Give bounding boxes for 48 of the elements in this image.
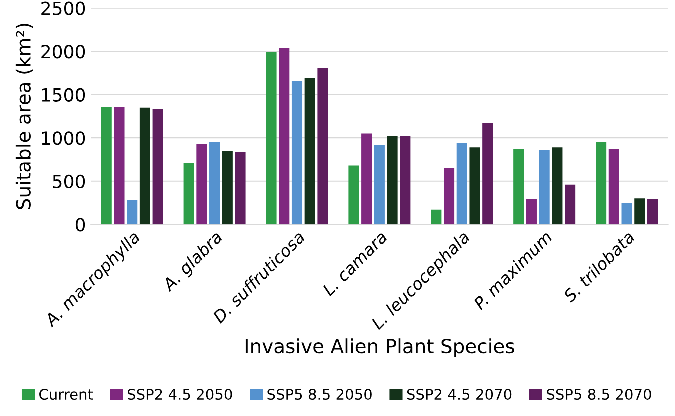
bar	[184, 163, 194, 225]
legend-label: SSP2 4.5 2050	[128, 389, 232, 400]
bar	[196, 144, 208, 225]
y-tick-label: 1500	[42, 88, 86, 102]
bar	[444, 168, 455, 225]
y-axis-title: Suitable area (km²)	[16, 24, 34, 210]
bar	[127, 200, 138, 225]
bar	[266, 52, 277, 225]
bar	[526, 200, 537, 225]
legend-label: SSP2 4.5 2070	[407, 389, 512, 400]
bar	[552, 148, 563, 225]
legend-label: SSP5 8.5 2050	[268, 389, 372, 400]
bar	[152, 110, 164, 225]
bar	[608, 149, 620, 225]
bar	[279, 48, 290, 225]
bar	[634, 198, 646, 225]
bar	[514, 149, 524, 225]
bar	[374, 145, 385, 225]
y-tick-label: 500	[53, 174, 86, 188]
bar	[362, 134, 372, 225]
bar	[431, 210, 442, 225]
bar	[114, 106, 125, 225]
legend-label: Current	[40, 389, 94, 400]
bar	[387, 136, 398, 225]
y-tick-label: 2000	[42, 45, 86, 59]
bar	[470, 148, 480, 225]
bar	[222, 151, 233, 225]
bar	[456, 143, 468, 225]
y-tick-label: 1000	[42, 132, 86, 146]
bar	[318, 68, 328, 225]
bar	[400, 136, 411, 225]
bar	[210, 142, 220, 225]
legend-label: SSP5 8.5 2070	[547, 389, 652, 400]
bar	[622, 203, 632, 225]
bar	[101, 106, 112, 225]
bar	[539, 150, 550, 225]
bar	[140, 108, 150, 225]
y-tick-label: 2500	[42, 2, 86, 16]
y-tick-label: 0	[76, 218, 86, 232]
bar	[596, 142, 607, 225]
bar	[235, 152, 246, 225]
bar	[292, 81, 303, 225]
bar	[565, 184, 576, 225]
x-axis-title: Invasive Alien Plant Species	[246, 338, 514, 358]
bar	[647, 200, 658, 225]
bar	[482, 123, 494, 225]
bar	[304, 78, 316, 225]
bar	[348, 166, 360, 225]
